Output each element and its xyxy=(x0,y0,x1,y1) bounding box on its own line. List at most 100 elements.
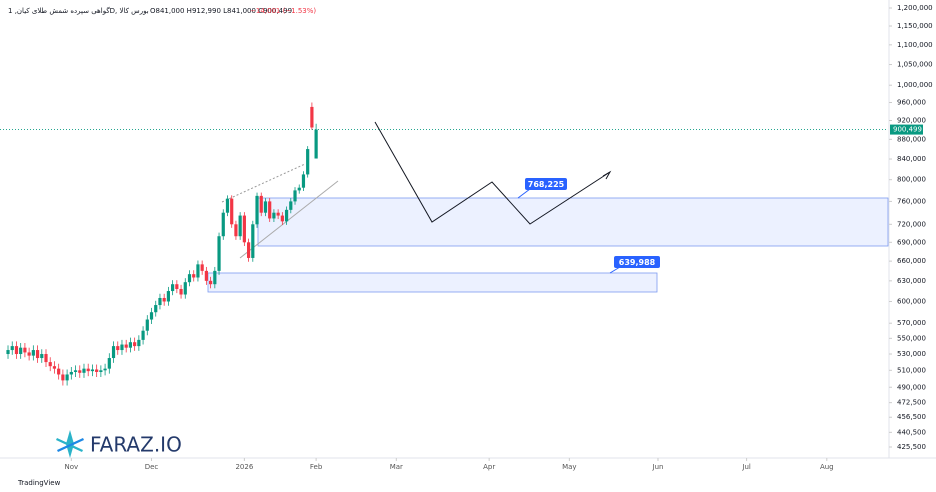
candle-body xyxy=(246,242,251,258)
candle-body xyxy=(23,347,27,353)
candle-body xyxy=(10,346,14,351)
candle-body xyxy=(268,201,272,219)
header-change: −14,001 (−1.53%) xyxy=(250,7,316,15)
candle-body xyxy=(40,354,44,359)
y-tick-label: 1,200,000 xyxy=(897,4,933,12)
candle-body xyxy=(19,347,23,355)
trend-line xyxy=(221,163,306,203)
last-price-label: 900,499 xyxy=(893,126,922,134)
candle-body xyxy=(149,312,154,320)
x-tick-label: May xyxy=(562,463,576,471)
arrow-head xyxy=(602,170,612,180)
y-tick-label: 550,000 xyxy=(897,334,926,342)
callout-box xyxy=(525,178,567,190)
y-tick-label: 760,000 xyxy=(897,197,926,205)
candle-body xyxy=(31,350,35,356)
candle-body xyxy=(183,282,187,295)
zone-label: 639,988 xyxy=(619,258,656,267)
y-tick-label: 425,500 xyxy=(897,443,926,451)
x-tick-label: Dec xyxy=(145,463,159,471)
candle-body xyxy=(52,366,57,369)
trend-line xyxy=(239,180,339,259)
zone-label: 768,225 xyxy=(528,180,565,189)
y-tick-label: 440,500 xyxy=(897,428,926,436)
y-tick-label: 960,000 xyxy=(897,98,926,106)
y-tick-label: 630,000 xyxy=(897,277,926,285)
x-tick-label: 2026 xyxy=(235,463,253,471)
x-tick-label: Apr xyxy=(483,463,495,471)
callout-box xyxy=(614,256,660,268)
candle-body xyxy=(171,284,175,292)
candle-body xyxy=(187,274,192,283)
zone-box xyxy=(257,197,889,247)
candle-body xyxy=(90,369,95,372)
candle-body xyxy=(69,371,73,375)
candle-body xyxy=(103,368,107,371)
candle-body xyxy=(133,342,137,347)
candle-body xyxy=(221,212,225,237)
candle-body xyxy=(272,212,276,219)
y-tick-label: 530,000 xyxy=(897,350,926,358)
candle-body xyxy=(213,270,217,285)
projection-path xyxy=(374,121,611,225)
candle-body xyxy=(128,342,133,348)
candle-body xyxy=(280,215,284,222)
candle-body xyxy=(99,370,103,372)
y-tick-label: 472,500 xyxy=(897,399,926,407)
y-tick-label: 1,000,000 xyxy=(897,81,933,89)
candle-body xyxy=(192,274,196,278)
candle-body xyxy=(162,297,166,302)
last-price-box xyxy=(890,124,923,135)
candle-body xyxy=(293,190,297,202)
y-tick-label: 456,500 xyxy=(897,413,926,421)
candle-body xyxy=(259,195,263,213)
callout-pointer xyxy=(517,188,531,199)
candle-body xyxy=(297,187,301,191)
candle-body xyxy=(145,319,149,331)
candle-body xyxy=(225,198,230,213)
candle-body xyxy=(154,305,158,313)
candle-body xyxy=(284,209,289,222)
y-tick-label: 840,000 xyxy=(897,155,926,163)
candle-body xyxy=(44,354,48,363)
candle-body xyxy=(111,346,116,359)
candle-body xyxy=(141,330,145,340)
y-tick-label: 1,050,000 xyxy=(897,61,933,69)
candle-body xyxy=(179,288,183,295)
candle-body xyxy=(263,201,268,213)
candle-body xyxy=(65,374,69,381)
candle-body xyxy=(137,339,141,347)
y-tick-label: 510,000 xyxy=(897,366,926,374)
candle-body xyxy=(158,297,162,306)
y-tick-label: 1,150,000 xyxy=(897,22,933,30)
x-tick-label: Nov xyxy=(64,463,78,471)
candle-body xyxy=(35,350,40,359)
candle-body xyxy=(57,368,61,375)
candle-body xyxy=(251,224,255,258)
candle-body xyxy=(78,370,82,373)
y-tick-label: 720,000 xyxy=(897,220,926,228)
candle-body xyxy=(217,236,221,271)
x-tick-label: Jun xyxy=(652,463,664,471)
candle-body xyxy=(61,374,65,381)
candle-body xyxy=(120,344,124,351)
x-tick-label: Jul xyxy=(741,463,751,471)
candle-body xyxy=(289,201,293,210)
candle-body xyxy=(209,280,213,285)
candle-body xyxy=(14,346,19,355)
header-ohlc: O841,000 H912,990 L841,000 C900,499 xyxy=(150,7,292,15)
y-tick-label: 690,000 xyxy=(897,238,926,246)
candle-body xyxy=(314,129,318,159)
candle-body xyxy=(95,369,99,372)
header-symbol: گواهی سپرده شمش طلای کیان, 1D, بورس کالا xyxy=(8,6,149,15)
y-tick-label: 600,000 xyxy=(897,297,926,305)
watermark: FARAZ.IO xyxy=(90,433,182,457)
candle-body xyxy=(310,106,314,128)
logo xyxy=(56,430,84,458)
candle-body xyxy=(238,215,242,237)
candle-body xyxy=(107,358,111,369)
candle-body xyxy=(73,370,78,372)
y-tick-label: 570,000 xyxy=(897,319,926,327)
x-tick-label: Aug xyxy=(820,463,834,471)
